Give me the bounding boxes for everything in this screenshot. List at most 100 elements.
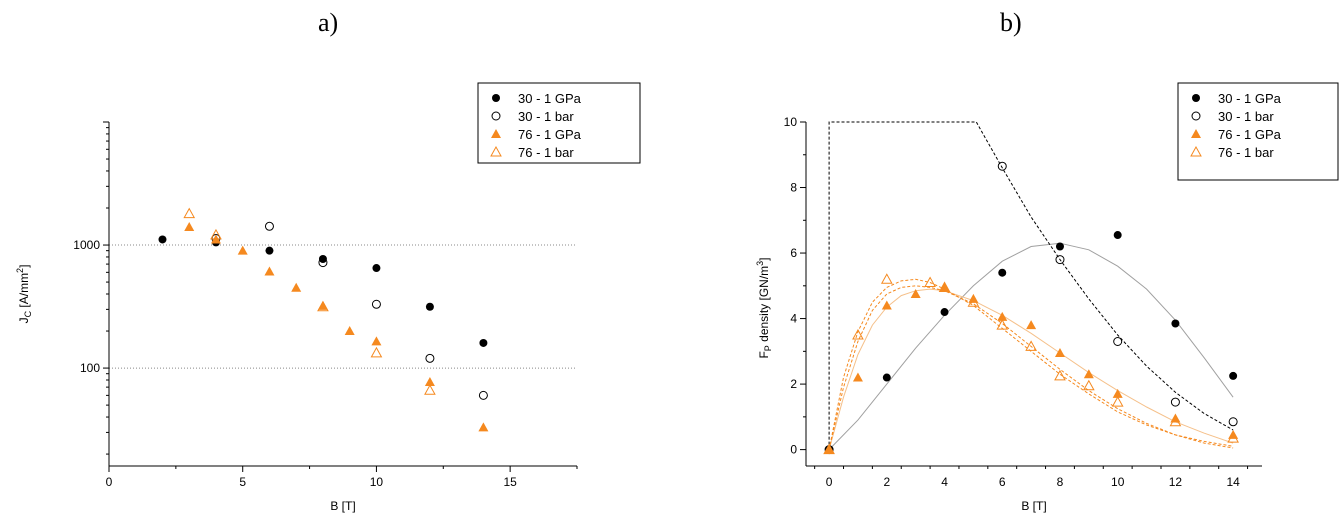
b-point-s3-3 [924, 276, 936, 288]
a-point-s2-3 [264, 266, 275, 276]
b-point-s2-1 [852, 372, 863, 382]
b-point-s2-0 [824, 444, 835, 454]
legend-b-label-0: 30 - 1 GPa [1218, 91, 1282, 106]
a-point-s1-4 [425, 353, 435, 363]
legend-b-label-1: 30 - 1 bar [1218, 109, 1274, 124]
a-y-axis-title: JC [A/mm2] [15, 265, 33, 324]
b-ytick-label-8: 8 [790, 181, 797, 195]
b-point-s0-1 [882, 373, 891, 382]
b-xtick-label-14: 14 [1226, 475, 1240, 489]
b-ytick-label-2: 2 [790, 377, 797, 391]
a-point-s3-4 [424, 384, 436, 395]
b-fit-curve-1 [828, 121, 1234, 450]
b-point-s2-6 [997, 311, 1008, 321]
b-point-s2-10 [1112, 388, 1123, 398]
legend-a-label-3: 76 - 1 bar [518, 145, 574, 160]
legend-b-label-3: 76 - 1 bar [1218, 145, 1274, 160]
a-point-s2-7 [371, 336, 382, 346]
a-xtick-label-5: 5 [239, 475, 246, 489]
a-point-s2-8 [424, 377, 435, 387]
a-point-s2-2 [237, 245, 248, 255]
legend-b-marker-3 [1190, 145, 1202, 157]
b-point-s3-6 [996, 319, 1009, 330]
a-point-s3-3 [370, 346, 383, 358]
b-fit-curve-4 [828, 285, 1234, 450]
b-xtick-label-12: 12 [1169, 475, 1183, 489]
b-xtick-label-10: 10 [1111, 475, 1125, 489]
b-xtick-label-8: 8 [1057, 475, 1064, 489]
b-ytick-label-6: 6 [790, 246, 797, 260]
a-point-s2-0 [184, 222, 195, 232]
a-x-axis-title: B [T] [330, 499, 355, 513]
b-point-s3-5 [967, 296, 980, 307]
a-point-s3-2 [317, 300, 329, 312]
b-point-s2-11 [1170, 413, 1181, 423]
a-point-s2-6 [344, 326, 355, 336]
a-xtick-label-15: 15 [503, 475, 517, 489]
a-ytick-label-100: 100 [80, 361, 100, 375]
b-point-s3-1 [852, 328, 864, 340]
b-fit-curve-0 [828, 242, 1234, 450]
b-point-s1-1 [997, 161, 1007, 171]
b-point-s2-12 [1228, 429, 1239, 439]
legend-a-marker-3 [490, 145, 502, 157]
a-point-s1-3 [371, 299, 381, 309]
b-point-s2-9 [1083, 369, 1094, 379]
b-point-s2-2 [881, 300, 892, 310]
b-point-s0-5 [1113, 231, 1122, 240]
b-x-axis-title: B [T] [1021, 499, 1046, 513]
b-point-s3-10 [1111, 396, 1124, 407]
a-point-s0-0 [158, 235, 167, 244]
a-xtick-label-0: 0 [106, 475, 113, 489]
b-point-s3-7 [1025, 340, 1037, 351]
a-point-s3-1 [210, 228, 222, 240]
a-point-s1-1 [264, 221, 274, 231]
b-point-s0-3 [998, 268, 1007, 277]
a-point-s2-4 [291, 282, 302, 292]
a-point-s3-0 [183, 207, 196, 219]
b-point-s2-7 [1026, 320, 1037, 330]
legend-a-label-1: 30 - 1 bar [518, 109, 574, 124]
b-point-s1-3 [1113, 337, 1123, 347]
b-ytick-label-0: 0 [790, 443, 797, 457]
a-point-s1-2 [318, 258, 328, 268]
legend-a-marker-2 [491, 129, 501, 138]
legend-b-label-2: 76 - 1 GPa [1218, 127, 1282, 142]
a-point-s0-2 [265, 246, 274, 255]
legend-b [1177, 82, 1339, 181]
legend-a-label-0: 30 - 1 GPa [518, 91, 582, 106]
b-point-s3-2 [880, 273, 893, 284]
b-point-s0-2 [940, 308, 949, 317]
legend-a [477, 82, 641, 164]
b-point-s2-8 [1054, 347, 1065, 357]
a-point-s0-5 [425, 302, 434, 311]
b-point-s1-2 [1055, 255, 1065, 265]
b-point-s1-5 [1228, 417, 1238, 427]
a-point-s2-9 [478, 422, 489, 432]
b-point-s0-4 [1055, 242, 1064, 251]
b-point-s3-4 [938, 281, 951, 292]
b-point-s3-11 [1169, 415, 1182, 427]
b-point-s3-9 [1082, 379, 1095, 391]
b-xtick-label-4: 4 [941, 475, 948, 489]
b-ytick-label-4: 4 [790, 312, 797, 326]
b-point-s3-0 [823, 443, 835, 455]
a-point-s0-4 [372, 264, 381, 273]
b-point-s3-8 [1054, 369, 1066, 381]
a-point-s1-5 [478, 390, 488, 400]
b-xtick-label-6: 6 [999, 475, 1006, 489]
legend-b-marker-0 [1192, 94, 1200, 102]
legend-a-marker-1 [491, 111, 501, 121]
b-point-s3-12 [1227, 432, 1239, 443]
legend-b-marker-1 [1191, 111, 1201, 121]
legend-b-marker-2 [1191, 129, 1201, 138]
b-point-s1-4 [1170, 397, 1180, 407]
panel-b-label: b) [1000, 8, 1022, 37]
b-xtick-label-2: 2 [883, 475, 890, 489]
b-point-s0-7 [1229, 371, 1238, 380]
b-ytick-label-10: 10 [784, 115, 798, 129]
b-point-s2-3 [910, 289, 921, 298]
a-point-s0-6 [479, 338, 488, 347]
b-fit-curve-3 [828, 278, 1234, 450]
